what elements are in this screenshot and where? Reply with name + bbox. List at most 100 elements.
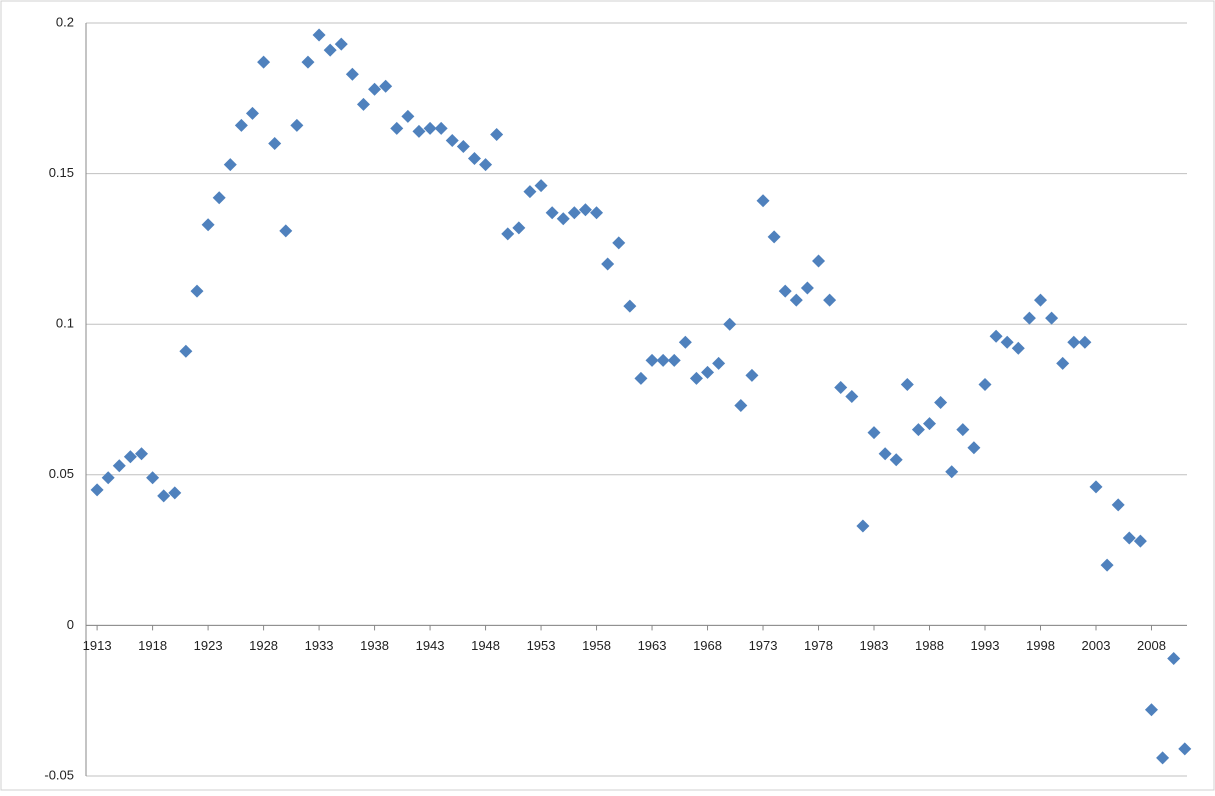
data-point (923, 417, 937, 431)
data-point (290, 118, 304, 132)
data-point (1167, 652, 1181, 666)
data-point (356, 97, 370, 111)
data-point (323, 43, 337, 57)
data-point (689, 371, 703, 385)
data-point (556, 212, 570, 226)
y-tick-label: 0.2 (56, 14, 74, 29)
data-point (601, 257, 615, 271)
data-point (567, 206, 581, 220)
data-point (1156, 751, 1170, 765)
data-point (268, 136, 282, 150)
x-tick-label: 1993 (971, 638, 1000, 653)
data-point (379, 79, 393, 93)
data-point (1067, 335, 1081, 349)
data-point (612, 236, 626, 250)
data-point (889, 453, 903, 467)
data-point (223, 158, 237, 172)
data-point (1178, 742, 1192, 756)
data-point (578, 203, 592, 217)
data-point (878, 447, 892, 461)
x-tick-label: 1998 (1026, 638, 1055, 653)
x-tick-label: 1913 (83, 638, 112, 653)
data-point (1000, 335, 1014, 349)
data-point (1033, 293, 1047, 307)
x-tick-label: 1933 (305, 638, 334, 653)
data-point (623, 299, 637, 313)
x-tick-label: 1953 (527, 638, 556, 653)
data-point (123, 450, 137, 464)
data-point (412, 124, 426, 138)
data-point (989, 329, 1003, 343)
data-point (456, 139, 470, 153)
data-point (867, 426, 881, 440)
data-point (423, 121, 437, 135)
x-tick-label: 1973 (749, 638, 778, 653)
data-point (90, 483, 104, 497)
data-point (723, 317, 737, 331)
y-tick-label: 0 (67, 617, 74, 632)
data-point (1078, 335, 1092, 349)
y-tick-label: -0.05 (44, 767, 74, 782)
data-point (1122, 531, 1136, 545)
data-point (157, 489, 171, 503)
data-point (112, 459, 126, 473)
data-point (1133, 534, 1147, 548)
data-point (212, 191, 226, 205)
data-point (634, 371, 648, 385)
data-point (845, 389, 859, 403)
data-point (179, 344, 193, 358)
x-tick-label: 2003 (1082, 638, 1111, 653)
x-tick-label: 1943 (416, 638, 445, 653)
x-tick-label: 1938 (360, 638, 389, 653)
x-tick-label: 1958 (582, 638, 611, 653)
data-point (856, 519, 870, 533)
x-tick-label: 1968 (693, 638, 722, 653)
data-point (1144, 703, 1158, 717)
data-point (368, 82, 382, 96)
data-point (823, 293, 837, 307)
data-point (523, 185, 537, 199)
data-point (1022, 311, 1036, 325)
data-point (234, 118, 248, 132)
data-point (967, 441, 981, 455)
data-point (545, 206, 559, 220)
data-point (201, 218, 215, 232)
data-point (1056, 356, 1070, 370)
data-point (434, 121, 448, 135)
data-point (168, 486, 182, 500)
data-point (334, 37, 348, 51)
data-point (512, 221, 526, 235)
x-tick-label: 1928 (249, 638, 278, 653)
data-point (1089, 480, 1103, 494)
data-point (401, 109, 415, 123)
data-point (678, 335, 692, 349)
data-point (756, 194, 770, 208)
data-point (490, 127, 504, 141)
x-tick-label: 1983 (860, 638, 889, 653)
data-point (279, 224, 293, 238)
data-point (101, 471, 115, 485)
y-tick-label: 0.1 (56, 316, 74, 331)
data-point (800, 281, 814, 295)
data-point (734, 399, 748, 413)
data-point (467, 152, 481, 166)
data-point (778, 284, 792, 298)
data-point (978, 377, 992, 391)
data-point (712, 356, 726, 370)
data-point (767, 230, 781, 244)
data-point (479, 158, 493, 172)
data-point (745, 368, 759, 382)
x-tick-label: 1963 (638, 638, 667, 653)
data-point (146, 471, 160, 485)
x-tick-label: 1923 (194, 638, 223, 653)
data-point (1111, 498, 1125, 512)
y-tick-label: 0.15 (49, 165, 74, 180)
data-point (701, 365, 715, 379)
data-point (911, 423, 925, 437)
y-tick-label: 0.05 (49, 466, 74, 481)
data-point (934, 396, 948, 410)
data-point (1100, 558, 1114, 572)
